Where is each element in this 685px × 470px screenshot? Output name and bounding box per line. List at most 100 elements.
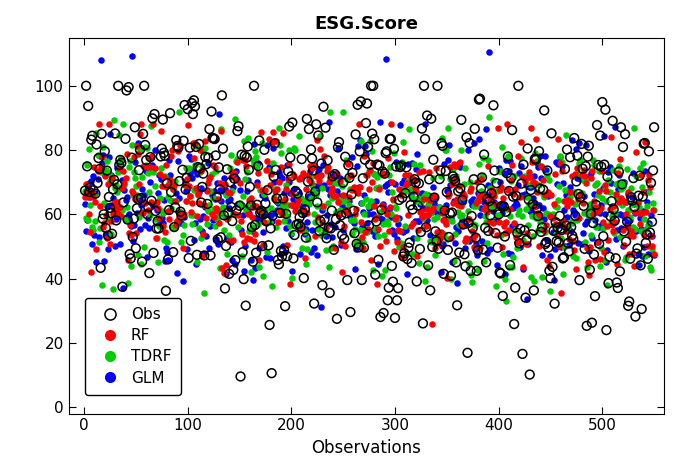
Point [398, 228, 409, 236]
Point [382, 180, 393, 188]
Point [239, 157, 250, 164]
Point [318, 103, 329, 110]
Point [310, 188, 321, 195]
Point [267, 212, 278, 219]
Point [643, 176, 653, 184]
Point [564, 188, 575, 196]
Point [258, 211, 269, 219]
Point [520, 294, 531, 301]
Point [475, 211, 486, 219]
Point [459, 192, 470, 200]
Point [267, 159, 278, 166]
Point [89, 231, 100, 239]
Point [460, 237, 471, 244]
Point [271, 137, 282, 145]
Point [362, 219, 373, 226]
Point [445, 275, 456, 283]
Point [411, 150, 422, 158]
Point [90, 189, 101, 196]
Point [309, 244, 320, 251]
Point [175, 141, 186, 149]
Point [93, 121, 104, 128]
Point [547, 228, 558, 236]
Point [475, 188, 486, 196]
Point [129, 174, 140, 182]
Point [574, 214, 585, 222]
Point [556, 225, 566, 232]
Point [160, 152, 171, 159]
Point [265, 211, 276, 219]
Point [593, 161, 603, 169]
Point [155, 127, 166, 134]
Point [445, 215, 456, 222]
Point [358, 244, 369, 252]
Point [453, 182, 464, 189]
Point [375, 118, 386, 125]
Point [265, 204, 276, 212]
Point [588, 190, 599, 198]
Point [293, 133, 304, 140]
Point [520, 241, 531, 248]
Point [403, 177, 414, 185]
Point [586, 168, 597, 175]
Point [524, 173, 535, 181]
Point [115, 160, 126, 167]
Point [245, 202, 256, 209]
Point [570, 200, 581, 208]
Point [136, 258, 147, 266]
Point [207, 134, 218, 141]
Point [467, 195, 478, 203]
Point [443, 246, 453, 254]
Point [543, 210, 554, 218]
Point [415, 228, 426, 236]
Point [197, 227, 208, 235]
Point [142, 254, 153, 261]
Point [310, 218, 321, 226]
Point [628, 233, 639, 240]
Point [558, 206, 569, 213]
Point [219, 269, 229, 276]
Point [598, 219, 609, 226]
Point [436, 209, 447, 217]
Point [275, 172, 286, 180]
Point [216, 264, 227, 272]
Point [356, 233, 367, 241]
Point [404, 172, 415, 179]
Point [401, 187, 412, 195]
Point [128, 215, 139, 222]
Point [538, 186, 549, 194]
Point [588, 162, 599, 169]
Point [534, 181, 545, 189]
Point [136, 201, 147, 209]
Point [281, 210, 292, 218]
Point [282, 242, 292, 249]
Point [550, 219, 561, 226]
Point [437, 142, 448, 149]
Point [303, 235, 314, 243]
Point [368, 159, 379, 167]
Point [482, 208, 493, 215]
Point [94, 202, 105, 210]
Point [471, 251, 482, 259]
Point [267, 145, 278, 152]
Point [100, 224, 111, 232]
Point [620, 256, 631, 263]
Point [190, 161, 201, 168]
Point [100, 231, 111, 238]
Point [105, 230, 116, 237]
Point [630, 209, 641, 216]
Point [240, 302, 251, 309]
Point [121, 150, 132, 157]
Point [560, 222, 571, 229]
Point [155, 164, 166, 172]
Point [108, 210, 119, 218]
Point [423, 262, 434, 269]
Point [419, 82, 429, 90]
Point [271, 198, 282, 205]
Point [262, 141, 273, 149]
Point [471, 240, 482, 248]
Point [495, 184, 506, 191]
Point [344, 197, 355, 205]
Point [430, 194, 441, 201]
Point [110, 198, 121, 206]
